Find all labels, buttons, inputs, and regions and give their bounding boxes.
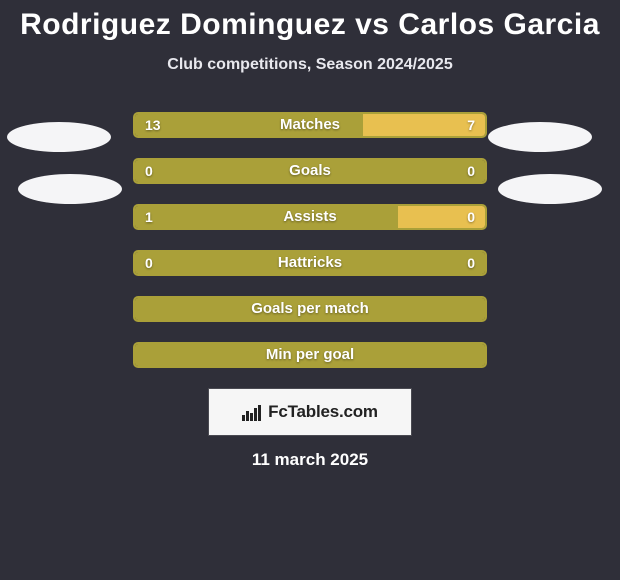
bar-track xyxy=(133,342,487,368)
bar-track xyxy=(133,158,487,184)
date-text: 11 march 2025 xyxy=(0,450,620,470)
brand-badge: FcTables.com xyxy=(208,388,412,436)
bar-fill xyxy=(135,160,485,182)
bar-left xyxy=(135,206,398,228)
bar-left xyxy=(135,114,363,136)
stat-row-min-per-goal: Min per goal xyxy=(133,342,487,368)
bar-right xyxy=(363,114,486,136)
stat-row-goals: Goals00 xyxy=(133,158,487,184)
bar-fill xyxy=(135,344,485,366)
page-subtitle: Club competitions, Season 2024/2025 xyxy=(0,56,620,74)
player-right-avatar-2 xyxy=(498,174,602,204)
stat-row-matches: Matches137 xyxy=(133,112,487,138)
bar-track xyxy=(133,112,487,138)
bar-fill xyxy=(135,252,485,274)
stat-row-hattricks: Hattricks00 xyxy=(133,250,487,276)
brand-text: FcTables.com xyxy=(242,402,378,422)
page-title: Rodriguez Dominguez vs Carlos Garcia xyxy=(0,0,620,42)
bar-track xyxy=(133,250,487,276)
brand-bars-icon xyxy=(242,403,264,421)
bar-fill xyxy=(135,298,485,320)
player-left-avatar-1 xyxy=(7,122,111,152)
brand-label: FcTables.com xyxy=(268,402,378,422)
player-right-avatar-1 xyxy=(488,122,592,152)
bar-track xyxy=(133,296,487,322)
bar-right xyxy=(398,206,486,228)
bar-track xyxy=(133,204,487,230)
stat-row-assists: Assists10 xyxy=(133,204,487,230)
player-left-avatar-2 xyxy=(18,174,122,204)
stat-row-goals-per-match: Goals per match xyxy=(133,296,487,322)
